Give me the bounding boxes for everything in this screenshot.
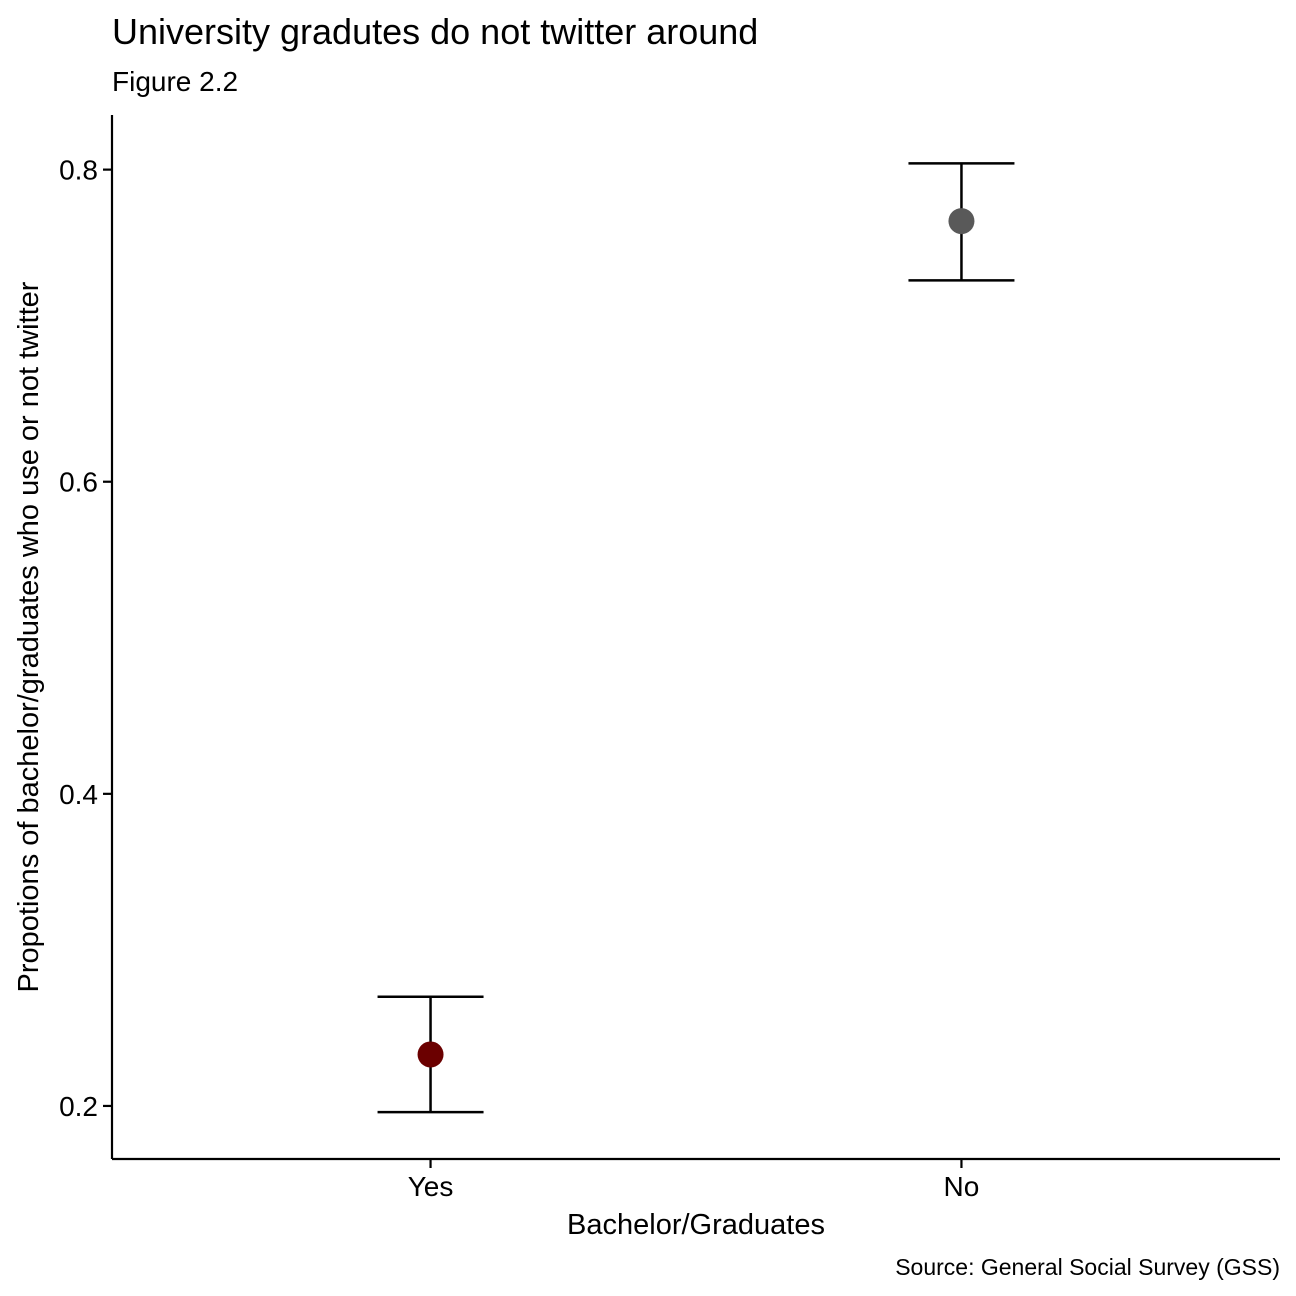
y-axis-title: Propotions of bachelor/graduates who use… (13, 281, 45, 992)
x-axis-title: Bachelor/Graduates (567, 1209, 825, 1241)
y-tick-label: 0.8 (59, 155, 98, 186)
y-tick-label: 0.6 (59, 467, 98, 498)
y-ticks: 0.2 0.4 0.6 0.8 (59, 155, 112, 1122)
x-tick-label: Yes (408, 1171, 454, 1202)
error-bar-group (377, 995, 484, 1114)
chart-title: University gradutes do not twitter aroun… (112, 11, 758, 52)
data-point (948, 208, 975, 235)
error-bar-group (908, 162, 1015, 282)
data-marks (377, 162, 1015, 1114)
source-caption: Source: General Social Survey (GSS) (895, 1254, 1280, 1280)
plot-area: 0.2 0.4 0.6 0.8 Yes No (59, 115, 1280, 1202)
x-tick-label: No (944, 1171, 980, 1202)
data-point (417, 1041, 444, 1068)
chart-subtitle: Figure 2.2 (112, 66, 238, 97)
y-tick-label: 0.4 (59, 779, 98, 810)
y-tick-label: 0.2 (59, 1091, 98, 1122)
x-ticks: Yes No (408, 1159, 980, 1202)
